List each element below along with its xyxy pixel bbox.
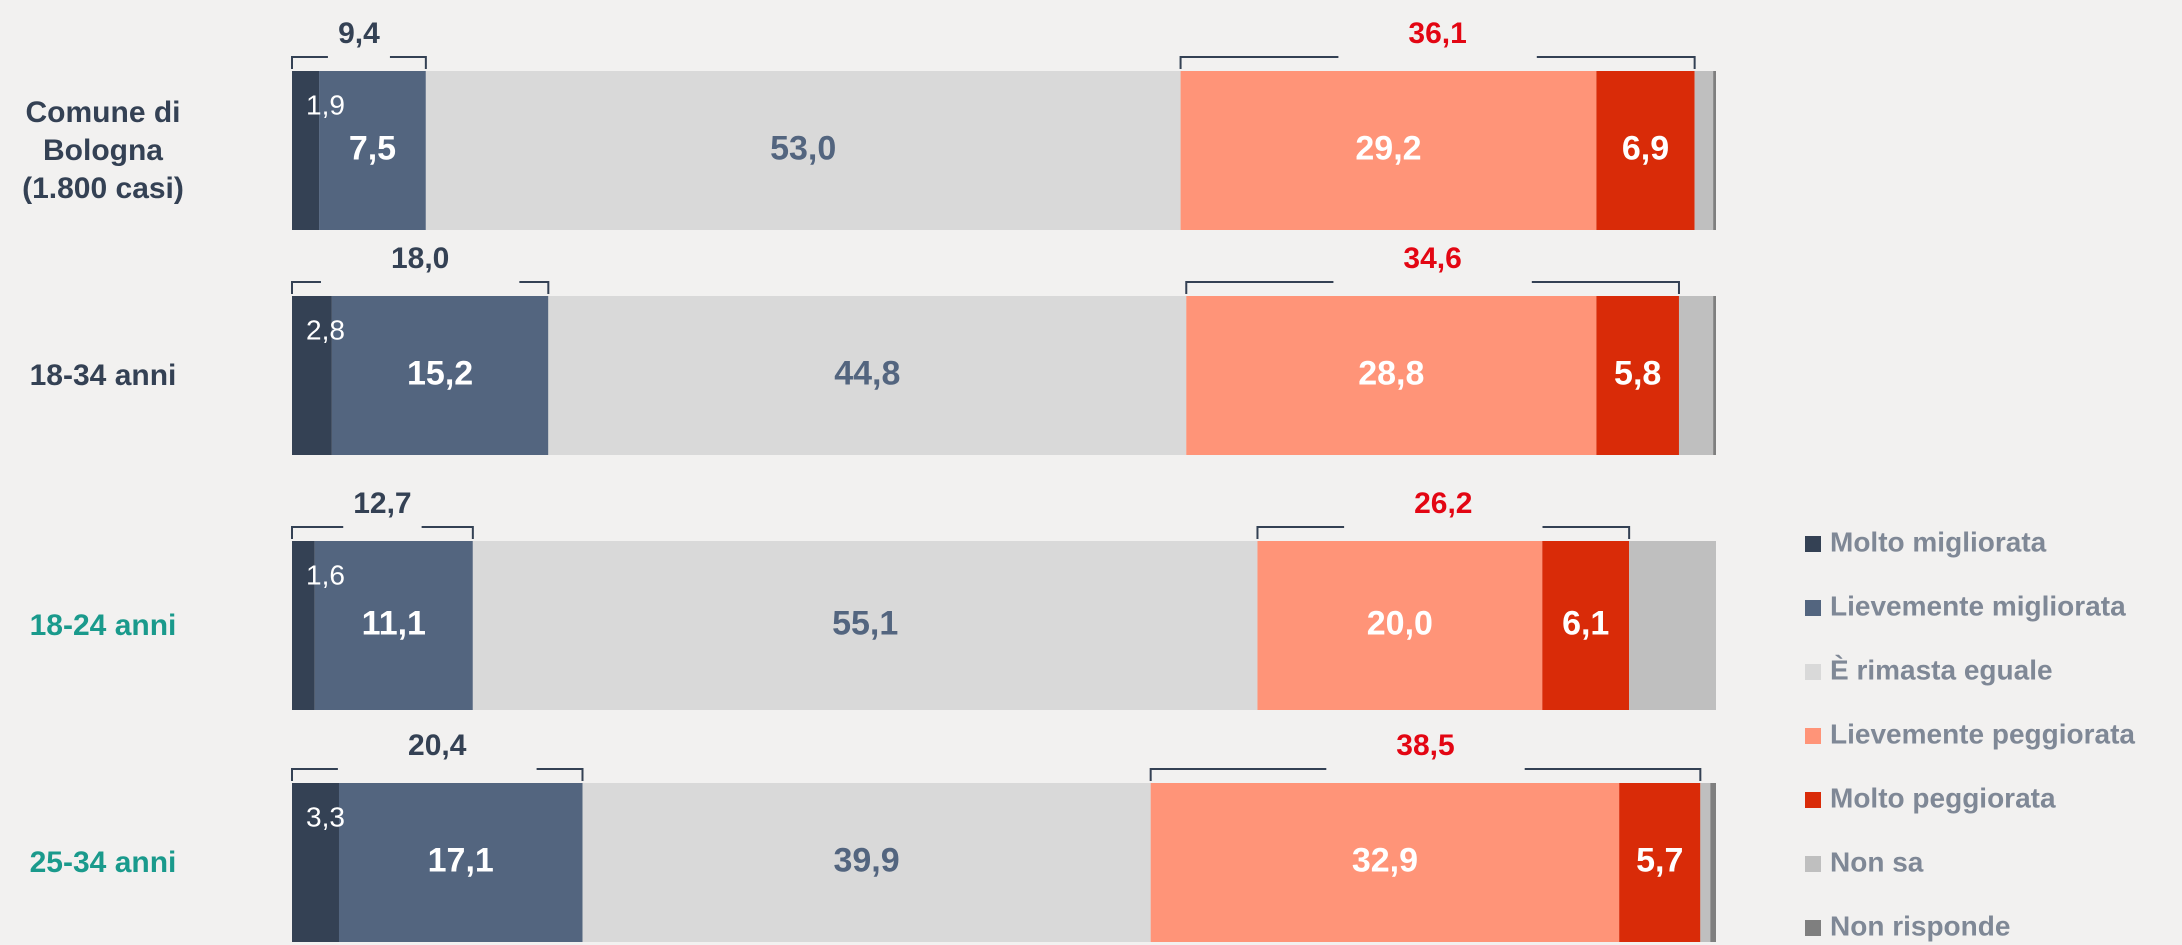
value-label: 6,1 bbox=[1562, 604, 1609, 642]
bar-segment bbox=[1542, 541, 1630, 710]
bar-segment bbox=[292, 71, 320, 230]
bracket-label: 12,7 bbox=[353, 487, 411, 520]
bar-segment bbox=[1596, 296, 1679, 455]
legend-label: È rimasta eguale bbox=[1830, 654, 2053, 685]
value-label: 1,9 bbox=[306, 89, 345, 120]
value-label: 44,8 bbox=[834, 354, 900, 392]
bracket-label: 38,5 bbox=[1396, 729, 1454, 762]
bar-segment bbox=[1180, 71, 1597, 230]
value-label: 5,7 bbox=[1636, 841, 1683, 879]
bracket bbox=[291, 526, 474, 539]
value-label: 2,8 bbox=[306, 314, 345, 345]
bracket bbox=[1149, 768, 1702, 781]
bracket bbox=[1185, 281, 1680, 294]
value-label: 53,0 bbox=[770, 129, 836, 167]
bar-segment bbox=[292, 541, 315, 710]
bar-segment bbox=[338, 783, 583, 942]
category-label: 18-34 anni bbox=[29, 358, 177, 392]
value-label: 7,5 bbox=[349, 129, 396, 167]
value-label: 11,1 bbox=[362, 604, 426, 642]
bar-segment bbox=[1619, 783, 1701, 942]
bracket-label: 26,2 bbox=[1414, 487, 1472, 520]
bar-segment bbox=[472, 541, 1258, 710]
legend-swatch bbox=[1805, 728, 1821, 744]
bar-segment bbox=[319, 71, 426, 230]
legend-swatch bbox=[1805, 536, 1821, 552]
bracket bbox=[1256, 526, 1631, 539]
legend-swatch bbox=[1805, 920, 1821, 936]
bracket bbox=[1179, 56, 1696, 69]
value-label: 32,9 bbox=[1352, 841, 1418, 879]
bar-segment bbox=[1678, 296, 1714, 455]
bracket-label: 34,6 bbox=[1403, 242, 1461, 275]
legend-label: Non sa bbox=[1830, 846, 1924, 877]
category-label: 18-24 anni bbox=[29, 608, 177, 642]
bar-segment bbox=[1700, 783, 1711, 942]
value-label: 1,6 bbox=[306, 559, 345, 590]
bracket bbox=[291, 768, 584, 781]
legend-label: Lievemente migliorata bbox=[1830, 590, 2126, 621]
value-label: 3,3 bbox=[306, 801, 345, 832]
bar-segment bbox=[1186, 296, 1597, 455]
bracket bbox=[291, 281, 550, 294]
value-label: 28,8 bbox=[1358, 354, 1424, 392]
value-label: 5,8 bbox=[1614, 354, 1661, 392]
value-label: 6,9 bbox=[1622, 129, 1669, 167]
value-label: 39,9 bbox=[833, 841, 899, 879]
legend-label: Lievemente peggiorata bbox=[1830, 718, 2135, 749]
value-label: 17,1 bbox=[428, 841, 494, 879]
legend-label: Molto migliorata bbox=[1830, 526, 2047, 557]
bar-segment bbox=[314, 541, 473, 710]
bar-segment bbox=[1710, 783, 1716, 942]
category-label: Comune di Bologna (1.800 casi) bbox=[22, 95, 184, 205]
value-label: 15,2 bbox=[407, 354, 473, 392]
bar-segment bbox=[548, 296, 1187, 455]
bar-segment bbox=[1694, 71, 1714, 230]
bar-segment bbox=[292, 296, 332, 455]
bar-segment bbox=[331, 296, 549, 455]
bar-segment bbox=[425, 71, 1181, 230]
bar-segment bbox=[1629, 541, 1716, 710]
bar-segment bbox=[1150, 783, 1620, 942]
bracket bbox=[291, 56, 427, 69]
legend-label: Non risponde bbox=[1830, 910, 2010, 941]
bar-segment bbox=[1257, 541, 1543, 710]
value-label: 55,1 bbox=[832, 604, 898, 642]
bar-segment bbox=[582, 783, 1151, 942]
bar-segment bbox=[1713, 71, 1716, 230]
legend-swatch bbox=[1805, 600, 1821, 616]
bracket-label: 36,1 bbox=[1408, 17, 1466, 50]
legend-swatch bbox=[1805, 792, 1821, 808]
value-label: 20,0 bbox=[1367, 604, 1433, 642]
bar-segment bbox=[1713, 296, 1716, 455]
bar-segment bbox=[292, 783, 339, 942]
legend-swatch bbox=[1805, 664, 1821, 680]
bracket-label: 18,0 bbox=[391, 242, 449, 275]
legend-swatch bbox=[1805, 856, 1821, 872]
bracket-label: 9,4 bbox=[338, 17, 380, 50]
category-label: 25-34 anni bbox=[29, 845, 177, 879]
bracket-label: 20,4 bbox=[408, 729, 467, 762]
bar-segment bbox=[1596, 71, 1695, 230]
value-label: 29,2 bbox=[1355, 129, 1421, 167]
legend-label: Molto peggiorata bbox=[1830, 782, 2056, 813]
